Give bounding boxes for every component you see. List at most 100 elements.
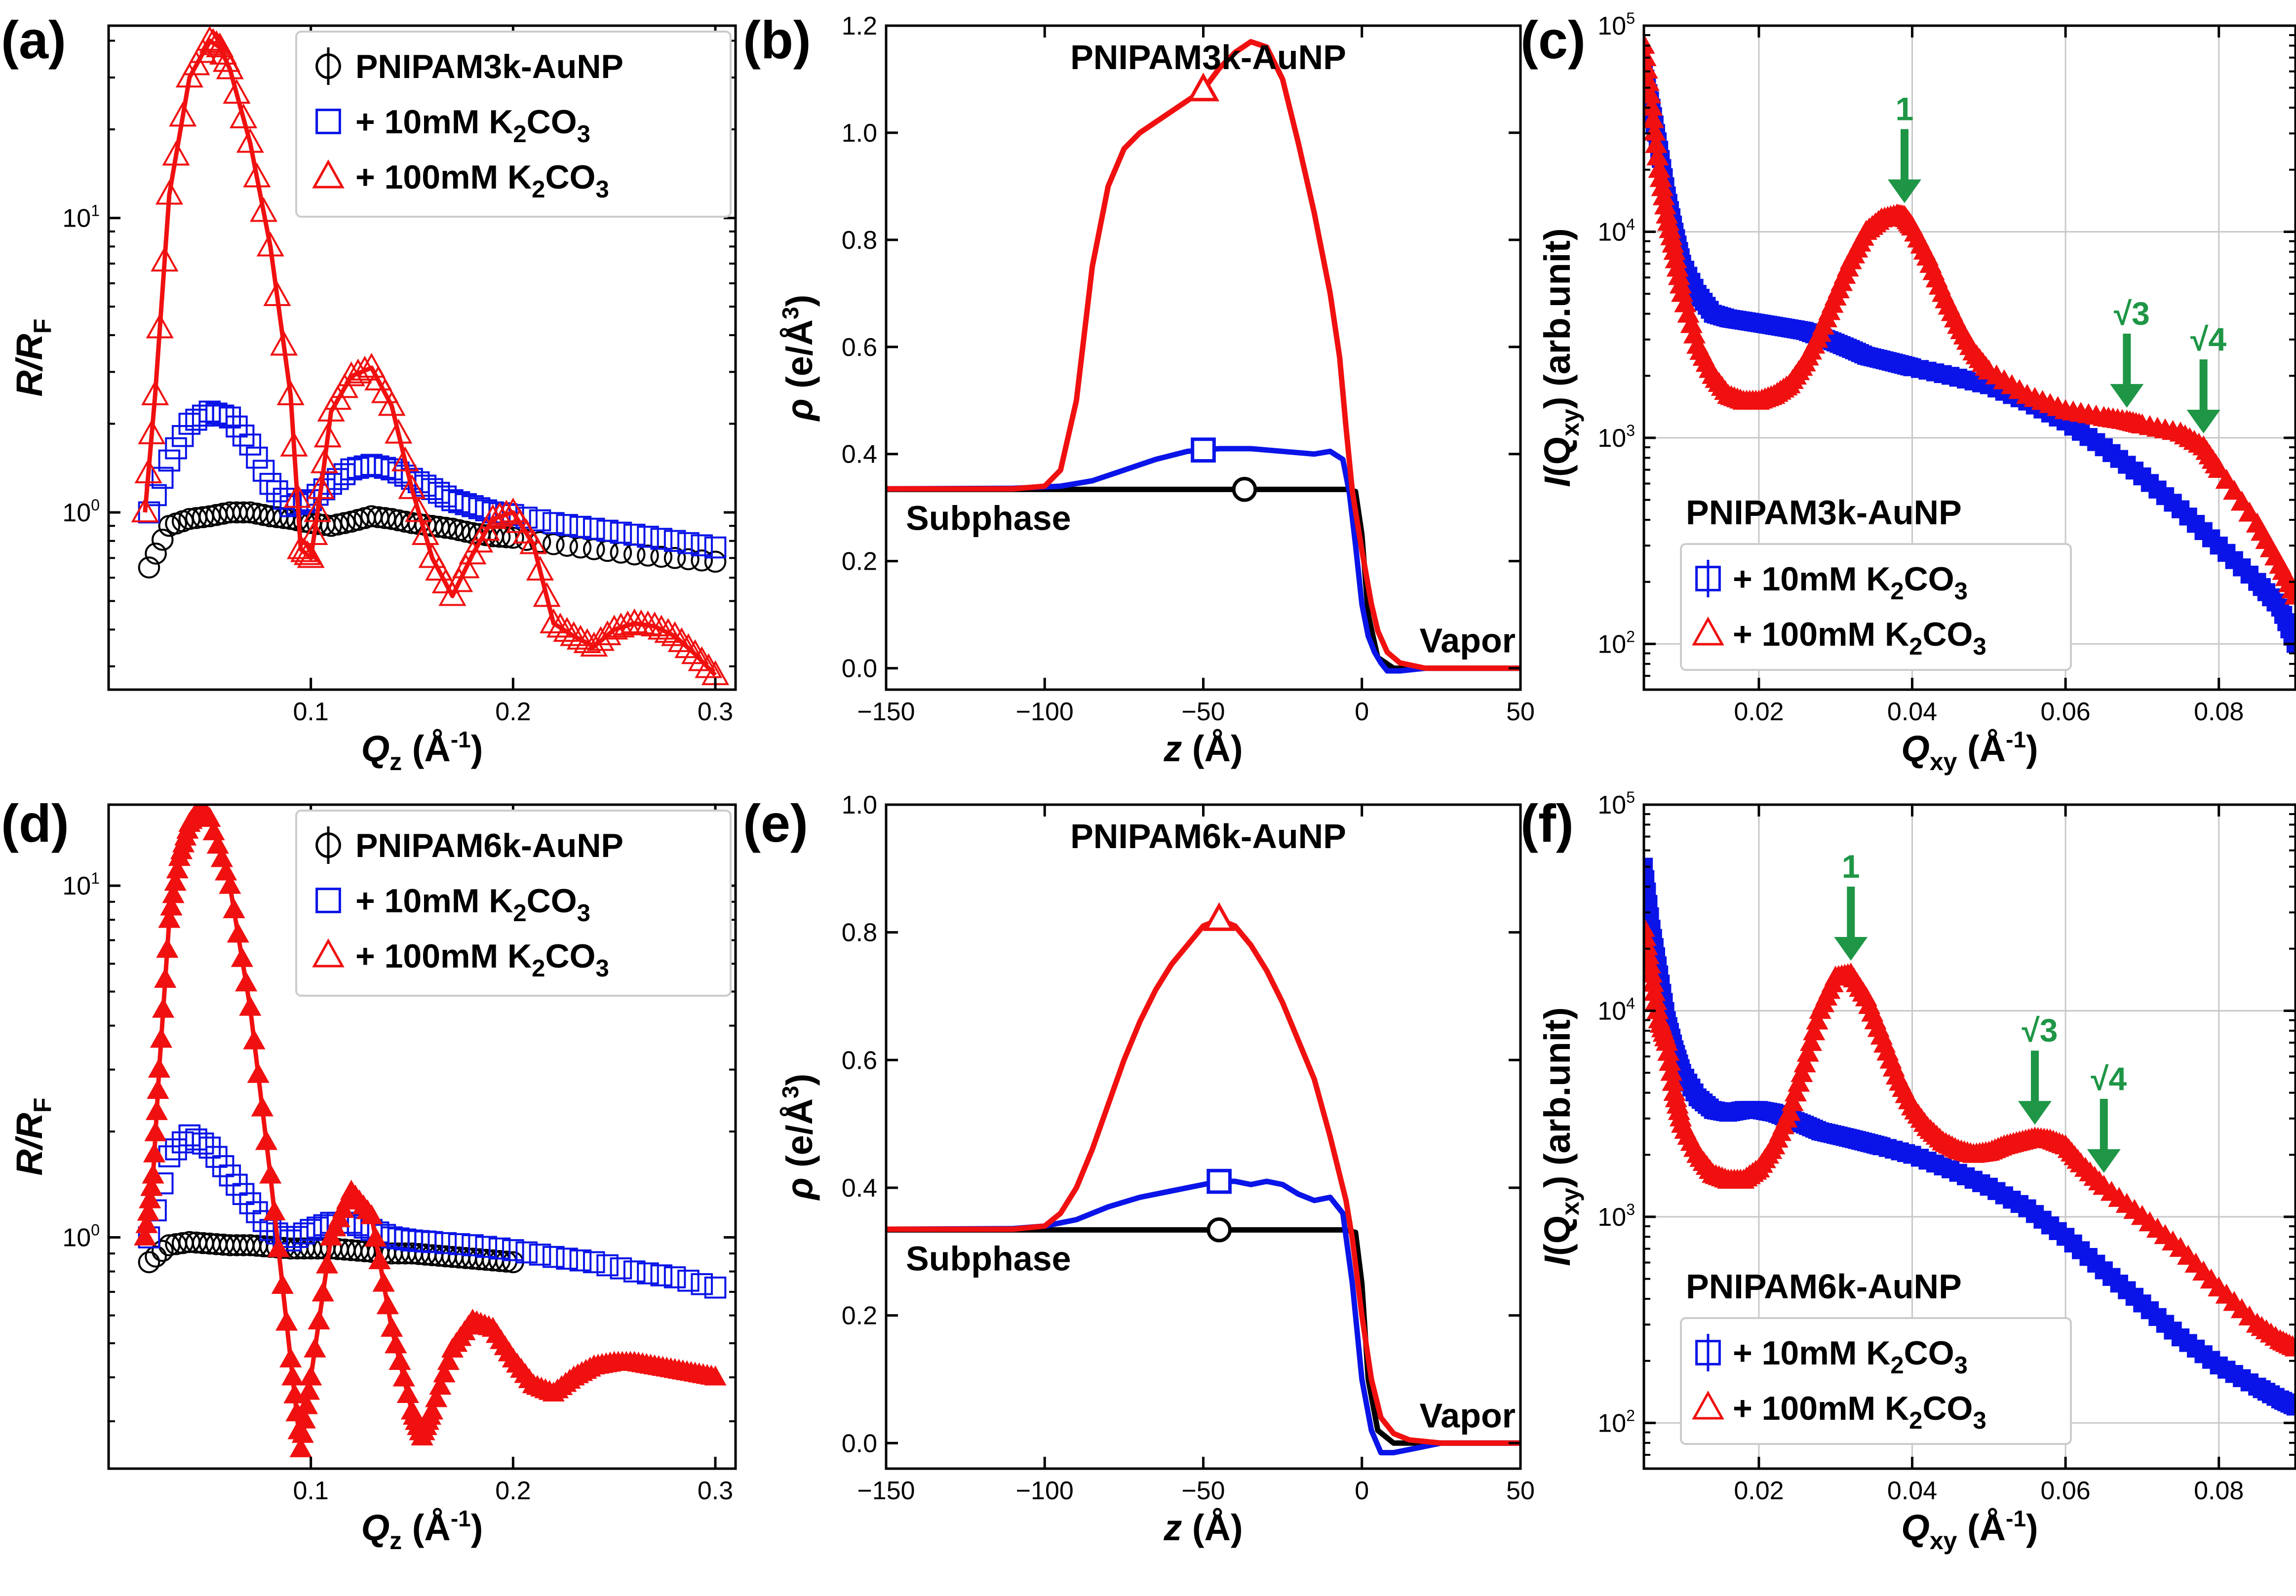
data-point <box>641 611 669 637</box>
tick-label-base: 10 <box>1597 1203 1626 1232</box>
data-point <box>230 103 258 128</box>
data-point <box>279 1347 302 1367</box>
data-point <box>263 1200 286 1221</box>
tick-label-exponent: 3 <box>1626 422 1635 439</box>
data-point <box>267 1237 290 1257</box>
axis-symbol: R/R <box>9 334 50 396</box>
x-tick-label: 0.2 <box>495 1477 531 1505</box>
data-point <box>297 543 325 568</box>
data-point <box>165 1138 187 1161</box>
data-point <box>556 535 578 557</box>
data-point <box>151 1240 174 1262</box>
data-point <box>526 555 554 581</box>
axis-unit: (Å) <box>1182 728 1243 769</box>
data-point <box>2284 1336 2296 1357</box>
data-point <box>621 608 649 633</box>
data-point <box>663 530 686 552</box>
axis-superscript: 3 <box>778 1086 803 1098</box>
data-point <box>556 1247 578 1270</box>
data-point <box>596 1254 619 1277</box>
tick-label-base: 10 <box>1597 630 1626 659</box>
data-point <box>429 1374 452 1395</box>
data-point <box>293 540 321 565</box>
tick-label-exponent: 1 <box>91 869 100 887</box>
data-point <box>695 653 723 678</box>
legend-label: + 100mM K2CO3 <box>355 937 609 982</box>
legend-text-subscript: 2 <box>1909 1407 1922 1434</box>
x-tick-label: −50 <box>1181 698 1225 726</box>
axis-unit: (Å <box>402 728 451 769</box>
legend-text-main: + 10mM K <box>1733 1334 1890 1372</box>
legend-text-main: + 100mM K <box>355 158 532 196</box>
data-point <box>1796 1042 1819 1062</box>
data-point <box>360 1204 383 1224</box>
axes-frame <box>107 24 737 691</box>
data-point <box>704 1276 727 1299</box>
data-point <box>2238 502 2261 522</box>
data-point <box>300 1365 322 1386</box>
data-point <box>667 627 696 652</box>
data-point <box>281 1365 304 1386</box>
data-point <box>437 1350 460 1370</box>
data-point <box>529 509 551 532</box>
tick-label-base: 10 <box>62 1224 91 1252</box>
data-point <box>661 621 689 646</box>
annotation-vapor: Vapor <box>1419 1396 1516 1435</box>
data-point <box>156 937 179 958</box>
x-tick-label: 50 <box>1506 1477 1535 1505</box>
data-point <box>290 537 318 562</box>
data-point <box>704 550 727 573</box>
axes-frame <box>885 24 1522 691</box>
tick-label-exponent: 2 <box>1626 1406 1635 1424</box>
axis-symbol: R/R <box>9 1113 50 1175</box>
data-point <box>219 1164 241 1187</box>
data-point <box>398 474 426 499</box>
tick-label-base: 10 <box>62 204 91 233</box>
axis-unit: ) <box>779 1074 820 1086</box>
legend-marker <box>312 938 345 968</box>
tick-label-base: 10 <box>1597 1409 1626 1438</box>
y-axis-label: R/RF <box>9 319 56 397</box>
legend-label: + 10mM K2CO3 <box>355 882 590 927</box>
data-point <box>650 1264 673 1286</box>
axis-superscript: -1 <box>451 727 471 752</box>
data-point <box>519 529 547 554</box>
data-point <box>246 1201 268 1223</box>
data-point <box>688 646 716 671</box>
data-point <box>364 365 392 390</box>
data-point <box>610 521 632 544</box>
data-point <box>405 497 433 522</box>
legend-label: PNIPAM3k-AuNP <box>355 48 623 85</box>
x-tick-label: −50 <box>1181 1477 1225 1505</box>
data-point <box>320 515 342 537</box>
x-tick-label: 0.3 <box>698 698 733 726</box>
data-point <box>150 1027 173 1048</box>
series--10mm-k2co3 <box>1644 857 2296 1416</box>
data-point <box>135 1213 158 1233</box>
x-tick-label: 0.08 <box>2194 1477 2244 1505</box>
annotation-subphase: Subphase <box>906 499 1071 537</box>
axis-symbol: Q <box>361 1507 390 1548</box>
data-point <box>1187 72 1220 102</box>
series--100mm-k2co3 <box>1644 917 2296 1357</box>
x-tick-label: 0.1 <box>293 1477 329 1505</box>
data-point <box>543 1246 565 1268</box>
legend-text-main: PNIPAM6k-AuNP <box>355 827 623 864</box>
panel-label: (b) <box>743 10 811 70</box>
data-point <box>556 514 578 536</box>
plot-area <box>131 26 730 685</box>
y-tick-label: 0.0 <box>842 1429 877 1458</box>
data-point <box>137 1201 159 1221</box>
legend-text-subscript: 3 <box>577 121 590 148</box>
y-tick-label: 0.4 <box>842 1174 877 1203</box>
legend-text-main: CO <box>527 882 577 920</box>
y-axis-label: I(Qxy) (arb.unit) <box>1537 1007 1584 1266</box>
data-point <box>271 1274 294 1294</box>
data-point <box>634 610 662 635</box>
data-point <box>623 1260 646 1283</box>
data-point <box>231 947 253 967</box>
data-point <box>704 536 727 559</box>
axis-symbol: z <box>1163 728 1182 769</box>
legend-label: + 100mM K2CO3 <box>1733 1390 1986 1434</box>
data-point <box>2215 468 2238 489</box>
